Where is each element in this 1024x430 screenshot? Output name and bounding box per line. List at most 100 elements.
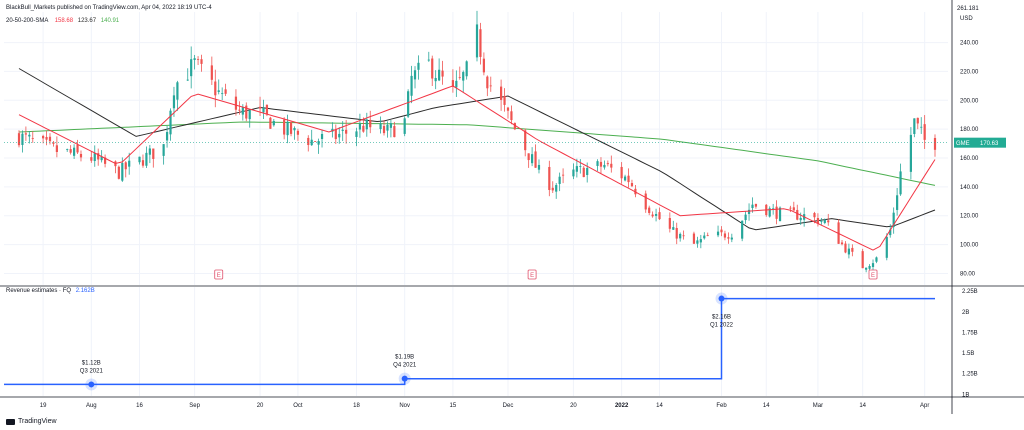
candle-body[interactable] <box>747 209 751 214</box>
candle-body[interactable] <box>754 203 758 207</box>
candle-body[interactable] <box>100 156 103 161</box>
candle-body[interactable] <box>503 96 506 105</box>
candle-body[interactable] <box>627 175 630 183</box>
candle-body[interactable] <box>341 129 344 131</box>
candle-body[interactable] <box>820 220 823 222</box>
candle-body[interactable] <box>479 29 482 57</box>
candle-body[interactable] <box>741 220 744 239</box>
candle-body[interactable] <box>489 85 492 87</box>
candle-body[interactable] <box>455 80 458 88</box>
candle-body[interactable] <box>410 75 413 96</box>
candle-body[interactable] <box>599 161 603 167</box>
candle-body[interactable] <box>338 133 341 138</box>
candle-body[interactable] <box>506 107 510 111</box>
candle-body[interactable] <box>317 140 320 145</box>
candle-body[interactable] <box>152 148 155 159</box>
candle-body[interactable] <box>103 157 107 164</box>
candle-body[interactable] <box>172 95 176 109</box>
candle-body[interactable] <box>462 72 465 81</box>
candle-body[interactable] <box>217 90 220 92</box>
candle-body[interactable] <box>124 162 127 170</box>
candle-body[interactable] <box>772 208 775 210</box>
candle-body[interactable] <box>200 59 203 64</box>
candle-body[interactable] <box>596 161 599 166</box>
candle-body[interactable] <box>651 214 654 217</box>
candle-body[interactable] <box>561 174 565 176</box>
candle-body[interactable] <box>548 166 551 190</box>
candle-body[interactable] <box>358 123 362 130</box>
candle-body[interactable] <box>847 248 851 255</box>
candle-body[interactable] <box>48 136 52 142</box>
candle-body[interactable] <box>176 82 179 100</box>
earnings-marker[interactable] <box>214 269 224 280</box>
candle-body[interactable] <box>258 106 262 109</box>
candle-body[interactable] <box>17 133 21 146</box>
candle-body[interactable] <box>620 166 623 179</box>
candle-body[interactable] <box>193 58 196 60</box>
candle-body[interactable] <box>138 156 141 163</box>
candle-body[interactable] <box>610 163 613 168</box>
candle-body[interactable] <box>365 119 368 130</box>
candle-body[interactable] <box>272 121 275 126</box>
candle-body[interactable] <box>727 237 730 239</box>
candle-body[interactable] <box>310 139 313 146</box>
candle-body[interactable] <box>513 123 516 130</box>
candle-body[interactable] <box>451 80 454 87</box>
candle-body[interactable] <box>382 126 386 134</box>
candle-body[interactable] <box>72 147 76 156</box>
candle-body[interactable] <box>933 137 937 150</box>
candle-body[interactable] <box>799 217 802 221</box>
candle-body[interactable] <box>875 257 878 262</box>
candle-body[interactable] <box>851 247 854 252</box>
candle-body[interactable] <box>630 183 634 187</box>
revenue-layer[interactable]: $1.12B Q3 2021 $1.19B Q4 2021 $2.16B Q1 2022 <box>4 292 935 391</box>
candle-body[interactable] <box>241 107 244 115</box>
candle-body[interactable] <box>69 149 72 153</box>
candle-body[interactable] <box>355 131 358 137</box>
candle-body[interactable] <box>196 59 200 60</box>
candle-body[interactable] <box>486 76 489 89</box>
candle-body[interactable] <box>224 89 227 94</box>
candle-body[interactable] <box>389 123 393 128</box>
candle-body[interactable] <box>792 207 795 211</box>
candle-body[interactable] <box>386 124 389 131</box>
candle-body[interactable] <box>458 77 461 78</box>
revenue-marker[interactable] <box>718 295 725 302</box>
candle-body[interactable] <box>307 137 310 146</box>
candle-body[interactable] <box>716 231 720 236</box>
candle-body[interactable] <box>407 91 410 117</box>
candle-body[interactable] <box>162 144 165 156</box>
candle-body[interactable] <box>482 58 485 73</box>
candle-body[interactable] <box>789 207 792 209</box>
candle-body[interactable] <box>314 141 317 142</box>
candle-body[interactable] <box>393 126 396 138</box>
candle-body[interactable] <box>675 227 678 239</box>
candle-body[interactable] <box>706 235 709 237</box>
candle-body[interactable] <box>417 62 420 70</box>
candle-body[interactable] <box>31 138 34 139</box>
candle-body[interactable] <box>296 130 300 135</box>
candle-body[interactable] <box>221 93 224 95</box>
candle-body[interactable] <box>55 145 58 152</box>
candle-body[interactable] <box>558 176 561 184</box>
candle-body[interactable] <box>648 207 651 213</box>
price-badge[interactable] <box>978 137 1006 148</box>
candle-body[interactable] <box>679 233 682 239</box>
candle-body[interactable] <box>52 142 55 144</box>
candle-body[interactable] <box>238 109 241 111</box>
candle-body[interactable] <box>823 219 826 223</box>
candle-body[interactable] <box>865 267 868 270</box>
candle-body[interactable] <box>117 166 120 179</box>
revenue-marker[interactable] <box>88 381 95 388</box>
ticker-badge[interactable] <box>954 137 978 148</box>
candle-body[interactable] <box>699 239 702 243</box>
candle-body[interactable] <box>861 251 864 269</box>
candle-body[interactable] <box>885 236 888 258</box>
candle-body[interactable] <box>909 134 912 172</box>
candle-body[interactable] <box>920 126 923 128</box>
candle-body[interactable] <box>644 193 647 210</box>
candle-body[interactable] <box>289 122 293 134</box>
candle-body[interactable] <box>427 59 430 61</box>
candle-body[interactable] <box>668 217 671 229</box>
candle-body[interactable] <box>283 119 286 135</box>
